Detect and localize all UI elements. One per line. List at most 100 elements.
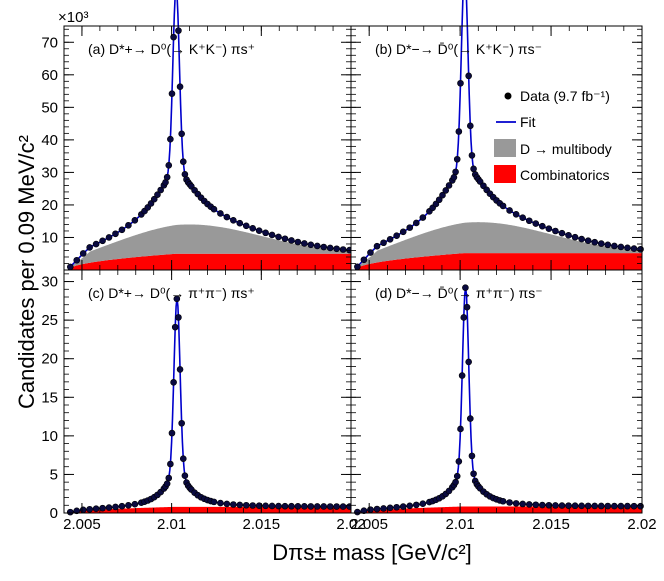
data-point [565,502,572,509]
y-tick-label: 40 [41,132,58,149]
data-point [591,502,599,510]
legend-combinatorics-label: Combinatorics [520,167,609,183]
data-point [223,213,231,221]
data-point [179,455,187,463]
data-point [552,502,559,509]
data-point [112,503,119,511]
data-point [249,225,256,232]
data-point [393,503,400,511]
data-point [386,504,394,512]
data-point [255,227,263,234]
x-tick-label: 2.005 [350,516,388,533]
data-point [79,250,87,257]
panel-d-background [351,270,642,513]
data-point [163,173,171,181]
y-tick-label: 50 [41,99,58,116]
data-point [150,195,158,203]
data-point [360,507,368,515]
data-point [412,219,420,227]
data-point [210,498,218,506]
data-point [467,415,474,422]
y-exponent-label: ×10³ [58,9,88,26]
data-point [288,237,295,244]
data-point [118,502,126,510]
data-point [584,502,592,510]
data-point [66,508,74,516]
data-point [99,504,106,512]
data-point [92,505,100,512]
data-point [462,284,469,291]
data-point [442,187,450,194]
data-point [275,502,282,510]
data-point [458,372,466,379]
data-point [167,460,174,468]
data-point [301,240,308,247]
data-point [171,323,179,331]
data-point [236,501,244,509]
data-point [525,501,533,508]
data-point [445,182,453,189]
data-point [512,500,520,507]
data-point [163,480,171,487]
data-point [597,240,605,247]
data-point [465,72,472,80]
data-point [255,502,263,509]
y-tick-label: 0 [50,505,58,522]
data-point [611,502,618,510]
data-point [519,214,526,221]
data-point [131,216,139,224]
x-tick-label: 2.02 [336,516,365,533]
y-tick-label: 30 [41,274,58,291]
y-tick-label: 15 [41,389,58,406]
data-point [406,502,414,510]
data-point [118,226,126,234]
data-point [112,230,119,238]
data-point [167,135,174,143]
data-point [176,83,184,91]
y-tick-label: 70 [41,34,58,51]
data-point [558,502,566,509]
data-point [333,245,340,253]
panel-d-label: (d) D*−→ D̄⁰(→ π⁺π⁻) πs⁻ [375,285,543,301]
data-point [268,231,276,239]
y-tick-label: 30 [41,164,58,181]
data-point [637,502,644,510]
legend-fit-label: Fit [520,114,536,130]
data-point [565,231,572,239]
data-point [435,196,443,204]
data-point [165,474,173,482]
data-point [463,303,471,311]
x-tick-label: 2.015 [243,516,281,533]
panel-b: (b) D*−→ D̄⁰(→ K⁺K⁻) πs⁻ [350,0,644,271]
data-point [399,228,407,236]
data-point [367,506,374,513]
data-point [604,502,612,510]
data-point [532,220,540,227]
data-point [439,191,446,199]
data-point [154,191,161,198]
data-point [294,238,302,246]
data-point [249,502,256,509]
data-point [386,236,394,243]
data-point [499,497,507,505]
data-point [373,505,381,513]
data-point [165,162,173,169]
legend-data-marker [504,92,512,100]
data-point [412,501,420,509]
data-point [175,314,182,321]
legend: Data (9.7 fb⁻¹) Fit D → multibody Combinato… [494,88,612,183]
data-point [179,158,187,165]
data-point [512,211,520,218]
x-tick-label: 2.02 [627,516,656,533]
y-tick-label: 60 [41,67,58,84]
data-point [86,244,93,251]
data-point [624,502,631,510]
data-point [168,90,176,97]
panel-d: 2.005 2.01 2.015 2.02 (d) D*−→ D̄⁰(→ π⁺π⁻) π… [350,269,657,533]
data-point [294,502,302,510]
data-point [360,256,368,264]
x-tick-label: 2.005 [63,516,101,533]
data-point [571,502,579,510]
y-tick-label: 25 [41,312,58,329]
x-tick-label: 2.015 [532,516,570,533]
